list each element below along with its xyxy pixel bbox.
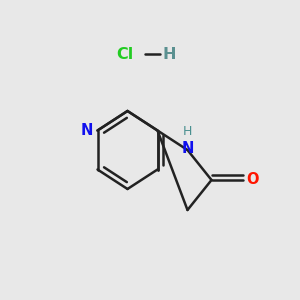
Text: H: H	[183, 125, 192, 139]
Text: H: H	[163, 46, 176, 62]
Text: N: N	[81, 123, 93, 138]
Text: O: O	[246, 172, 258, 188]
Text: Cl: Cl	[116, 46, 133, 62]
Text: N: N	[181, 141, 194, 156]
